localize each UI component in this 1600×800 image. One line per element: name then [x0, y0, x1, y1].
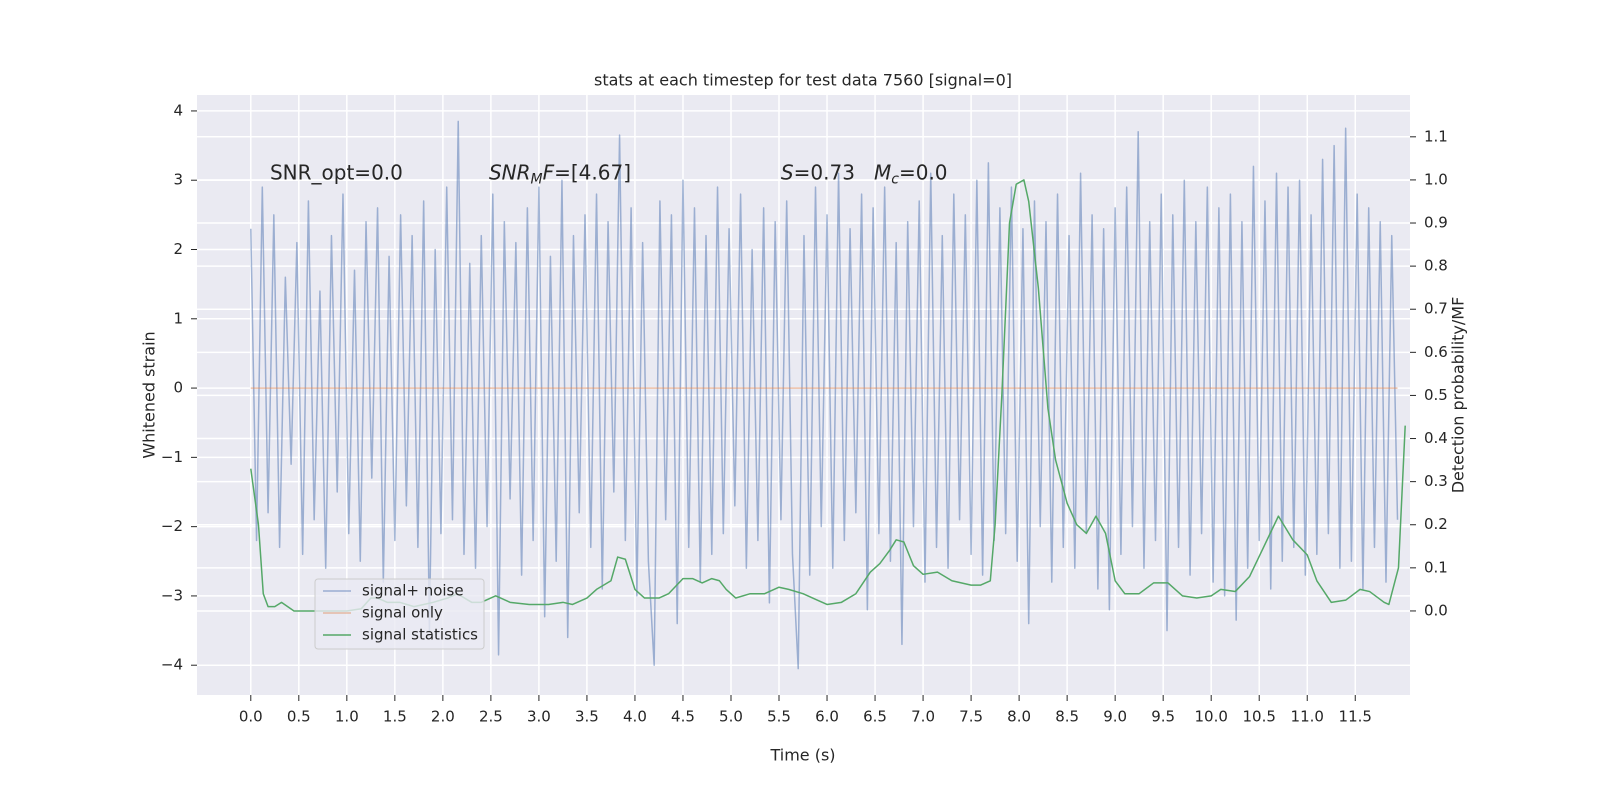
- x-tick-label: 8.5: [1055, 708, 1079, 726]
- x-tick-label: 2.0: [431, 708, 455, 726]
- annotation-part: M: [531, 171, 543, 187]
- y-tick-label: 3: [173, 171, 183, 189]
- x-tick-label: 6.5: [863, 708, 887, 726]
- x-tick-label: 0.5: [287, 708, 311, 726]
- x-tick-label: 0.0: [239, 708, 263, 726]
- y-tick-label: 1: [173, 309, 183, 327]
- x-tick-label: 1.0: [335, 708, 359, 726]
- y2-tick-label: 0.1: [1424, 558, 1448, 576]
- annotation-part: c: [891, 171, 899, 187]
- x-tick-label: 4.5: [671, 708, 695, 726]
- y2-tick-label: 0.3: [1424, 472, 1448, 490]
- x-tick-label: 5.0: [719, 708, 743, 726]
- legend: signal+ noise signal only signal statistic…: [314, 578, 485, 650]
- annotation-part: SNR: [489, 160, 531, 184]
- x-tick-label: 4.0: [623, 708, 647, 726]
- x-tick-label: 3.5: [575, 708, 599, 726]
- y2-tick-label: 0.2: [1424, 515, 1448, 533]
- x-tick-label: 6.0: [815, 708, 839, 726]
- annotation-part: SNR_opt=0.0: [270, 160, 403, 184]
- x-tick-label: 5.5: [767, 708, 791, 726]
- y-tick-label: 2: [173, 240, 183, 258]
- y2-tick-label: 0.0: [1424, 601, 1448, 619]
- y-tick-label: 0: [173, 379, 183, 397]
- x-tick-label: 8.0: [1007, 708, 1031, 726]
- y2-tick-label: 0.8: [1424, 257, 1448, 275]
- legend-label: signal+ noise: [362, 582, 464, 600]
- x-tick-label: 7.0: [911, 708, 935, 726]
- legend-label: signal only: [362, 604, 443, 622]
- annotation-part: S: [781, 160, 794, 184]
- annotation: SNR_opt=0.0: [270, 160, 403, 184]
- x-tick-label: 9.0: [1103, 708, 1127, 726]
- y-tick-label: −1: [161, 448, 183, 466]
- y-axis-label: Whitened strain: [140, 331, 159, 458]
- y-tick-label: −2: [161, 517, 183, 535]
- y2-tick-label: 0.4: [1424, 429, 1448, 447]
- annotation-part: =0.0: [899, 160, 948, 184]
- y2-tick-label: 1.0: [1424, 170, 1448, 188]
- y2-tick-label: 0.9: [1424, 214, 1448, 232]
- annotation: SNRMF=[4.67]: [489, 160, 631, 188]
- y-tick-label: 4: [173, 101, 183, 119]
- y2-tick-label: 1.1: [1424, 127, 1448, 145]
- x-tick-label: 9.5: [1151, 708, 1175, 726]
- x-axis-label: Time (s): [769, 746, 835, 765]
- series-line: [250, 120, 1399, 670]
- legend-label: signal statistics: [362, 626, 478, 644]
- x-tick-label: 11.0: [1291, 708, 1324, 726]
- x-tick-label: 3.0: [527, 708, 551, 726]
- x-tick-label: 11.5: [1339, 708, 1372, 726]
- y-tick-label: −4: [161, 656, 183, 674]
- y2-tick-label: 0.7: [1424, 300, 1448, 318]
- annotation-part: =[4.67]: [554, 160, 631, 184]
- x-tick-label: 10.5: [1243, 708, 1276, 726]
- chart-title: stats at each timestep for test data 756…: [594, 71, 1012, 90]
- annotation-part: F: [543, 160, 555, 184]
- y2-axis-label: Detection probability/MF: [1449, 297, 1468, 494]
- annotation-part: =0.73: [794, 160, 874, 184]
- annotation: S=0.73 Mc=0.0: [781, 160, 948, 188]
- x-tick-label: 1.5: [383, 708, 407, 726]
- x-tick-label: 7.5: [959, 708, 983, 726]
- annotation-part: M: [874, 160, 891, 184]
- x-tick-label: 2.5: [479, 708, 503, 726]
- y2-tick-label: 0.6: [1424, 343, 1448, 361]
- legend-box: [314, 578, 485, 650]
- y-tick-label: −3: [161, 586, 183, 604]
- x-tick-label: 10.0: [1194, 708, 1227, 726]
- y2-tick-label: 0.5: [1424, 386, 1448, 404]
